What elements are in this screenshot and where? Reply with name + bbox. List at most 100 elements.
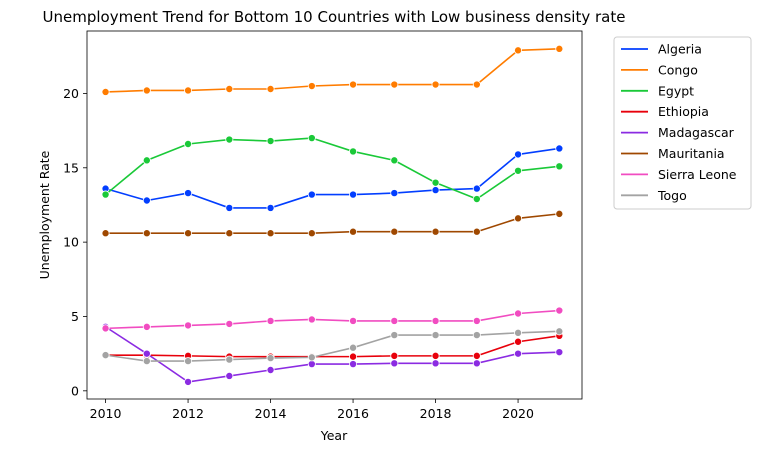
data-point-ethiopia bbox=[472, 351, 481, 360]
data-point-mauritania bbox=[349, 227, 358, 236]
data-point-madagascar bbox=[514, 349, 523, 358]
series-mauritania bbox=[101, 209, 564, 238]
data-point-togo bbox=[555, 327, 564, 336]
x-tick-label: 2020 bbox=[502, 406, 534, 421]
data-point-ethiopia bbox=[349, 352, 358, 361]
data-point-egypt bbox=[266, 137, 275, 146]
data-point-sierra-leone bbox=[307, 315, 316, 324]
legend-frame bbox=[613, 36, 752, 210]
x-tick-label: 2010 bbox=[90, 406, 122, 421]
data-point-mauritania bbox=[390, 227, 399, 236]
data-point-egypt bbox=[225, 135, 234, 144]
y-tick-label: 0 bbox=[71, 383, 79, 398]
data-point-congo bbox=[555, 44, 564, 53]
data-point-ethiopia bbox=[390, 351, 399, 360]
data-point-togo bbox=[184, 357, 193, 366]
data-point-algeria bbox=[472, 184, 481, 193]
data-point-egypt bbox=[101, 190, 110, 199]
data-point-algeria bbox=[307, 190, 316, 199]
data-point-congo bbox=[184, 86, 193, 95]
series-line-sierra-leone bbox=[105, 309, 560, 330]
series-line-congo bbox=[105, 48, 560, 93]
data-point-mauritania bbox=[307, 229, 316, 238]
series-layer bbox=[101, 44, 564, 386]
data-point-sierra-leone bbox=[101, 324, 110, 333]
y-axis-ticks: 0 5 10 15 20 bbox=[63, 86, 87, 398]
data-point-mauritania bbox=[555, 209, 564, 218]
data-point-ethiopia bbox=[431, 351, 440, 360]
series-line-togo bbox=[105, 330, 560, 362]
data-point-algeria bbox=[431, 186, 440, 195]
data-point-togo bbox=[225, 355, 234, 364]
series-line-ethiopia bbox=[105, 335, 560, 358]
series-line-egypt bbox=[105, 137, 560, 200]
plot-area bbox=[86, 30, 583, 400]
x-tick-label: 2012 bbox=[172, 406, 204, 421]
y-tick-label: 5 bbox=[71, 309, 79, 324]
data-point-egypt bbox=[307, 134, 316, 143]
data-point-madagascar bbox=[142, 349, 151, 358]
data-point-congo bbox=[307, 82, 316, 91]
data-point-algeria bbox=[142, 196, 151, 205]
data-point-egypt bbox=[349, 147, 358, 156]
data-point-togo bbox=[307, 353, 316, 362]
data-point-mauritania bbox=[472, 227, 481, 236]
data-point-algeria bbox=[555, 144, 564, 153]
data-point-mauritania bbox=[184, 229, 193, 238]
legend-label-togo: Togo bbox=[657, 188, 687, 203]
series-egypt bbox=[101, 134, 564, 204]
data-point-togo bbox=[514, 328, 523, 337]
data-point-togo bbox=[472, 331, 481, 340]
data-point-algeria bbox=[225, 203, 234, 212]
data-point-mauritania bbox=[514, 214, 523, 223]
data-point-madagascar bbox=[184, 377, 193, 386]
data-point-sierra-leone bbox=[390, 316, 399, 325]
data-point-egypt bbox=[390, 156, 399, 165]
data-point-sierra-leone bbox=[184, 321, 193, 330]
x-tick-label: 2014 bbox=[255, 406, 287, 421]
data-point-sierra-leone bbox=[225, 319, 234, 328]
legend-label-egypt: Egypt bbox=[658, 83, 694, 98]
x-tick-label: 2016 bbox=[337, 406, 369, 421]
axes-frame bbox=[86, 30, 583, 400]
series-togo bbox=[101, 327, 564, 366]
data-point-mauritania bbox=[142, 229, 151, 238]
data-point-egypt bbox=[555, 162, 564, 171]
data-point-togo bbox=[101, 351, 110, 360]
data-point-mauritania bbox=[266, 229, 275, 238]
series-madagascar bbox=[101, 322, 564, 386]
data-point-madagascar bbox=[225, 371, 234, 380]
data-point-algeria bbox=[266, 203, 275, 212]
data-point-sierra-leone bbox=[431, 316, 440, 325]
y-tick-label: 10 bbox=[63, 235, 79, 250]
legend-label-algeria: Algeria bbox=[658, 42, 702, 57]
data-point-togo bbox=[349, 343, 358, 352]
data-point-algeria bbox=[349, 190, 358, 199]
data-point-sierra-leone bbox=[472, 316, 481, 325]
x-tick-label: 2018 bbox=[420, 406, 452, 421]
data-point-togo bbox=[142, 357, 151, 366]
series-line-algeria bbox=[105, 147, 560, 209]
data-point-togo bbox=[390, 331, 399, 340]
y-tick-label: 15 bbox=[63, 160, 79, 175]
legend-label-sierra-leone: Sierra Leone bbox=[658, 167, 737, 182]
x-axis-ticks: 2010 2012 2014 2016 2018 2020 bbox=[90, 399, 534, 421]
data-point-mauritania bbox=[431, 227, 440, 236]
data-point-algeria bbox=[390, 189, 399, 198]
data-point-congo bbox=[142, 86, 151, 95]
data-point-mauritania bbox=[225, 229, 234, 238]
data-point-madagascar bbox=[307, 360, 316, 369]
data-point-congo bbox=[390, 80, 399, 89]
chart-title: Unemployment Trend for Bottom 10 Countri… bbox=[43, 8, 626, 26]
data-point-sierra-leone bbox=[514, 309, 523, 318]
series-line-mauritania bbox=[105, 213, 560, 235]
data-point-madagascar bbox=[266, 366, 275, 375]
data-point-egypt bbox=[184, 140, 193, 149]
y-axis-label: Unemployment Rate bbox=[37, 150, 52, 279]
data-point-madagascar bbox=[349, 360, 358, 369]
data-point-mauritania bbox=[101, 229, 110, 238]
data-point-togo bbox=[266, 354, 275, 363]
data-point-madagascar bbox=[431, 359, 440, 368]
series-algeria bbox=[101, 144, 564, 212]
